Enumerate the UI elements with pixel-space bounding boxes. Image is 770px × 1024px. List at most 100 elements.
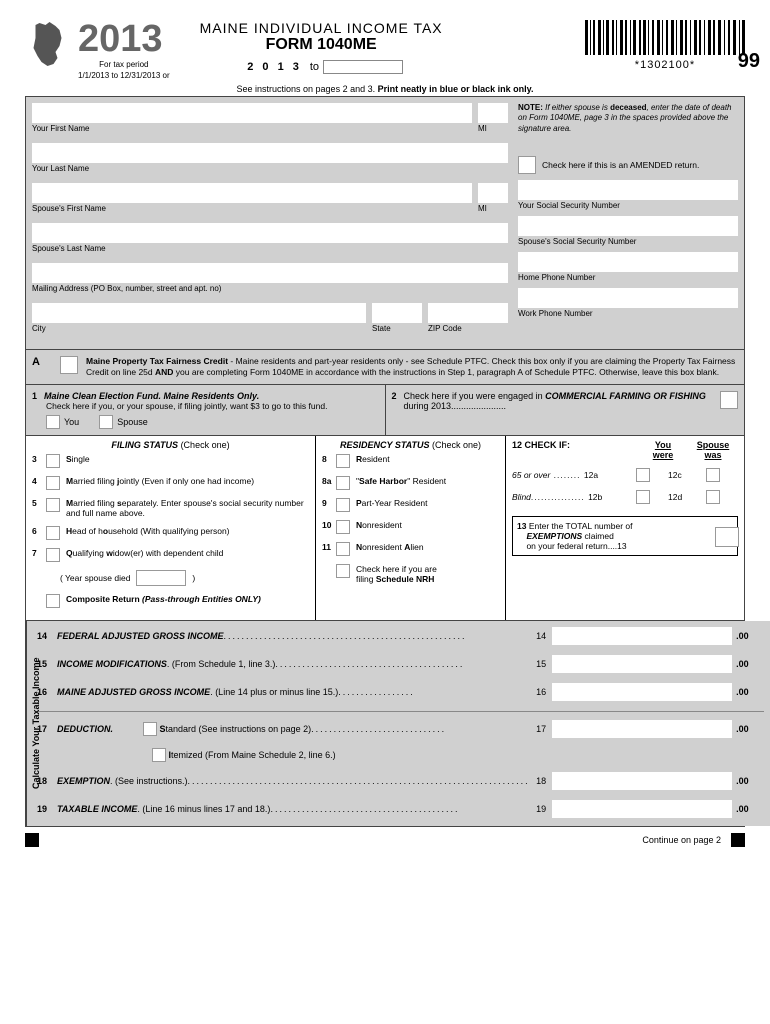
qw-checkbox[interactable] <box>46 548 60 562</box>
you-hdr: You <box>655 440 671 450</box>
19-l: TAXABLE INCOME <box>57 804 137 814</box>
opt4-t: arried filing <box>73 476 117 486</box>
12b-n: 12b <box>588 492 602 502</box>
rotate-text: Calculate Your Taxable Income <box>31 669 41 789</box>
resident-checkbox[interactable] <box>336 454 350 468</box>
15-amount-input[interactable] <box>552 655 732 673</box>
17-cents: .00 <box>736 724 764 734</box>
box2-bold: COMMERCIAL FARMING OR FISHING <box>545 391 706 401</box>
14-amount-input[interactable] <box>552 627 732 645</box>
residency-column: RESIDENCY STATUS (Check one) 8Resident 8… <box>316 436 506 620</box>
19-l2: . (Line 16 minus lines 17 and 18.) <box>137 804 270 814</box>
tax-period-dates: 1/1/2013 to 12/31/2013 or <box>78 71 170 80</box>
spouse-last-input[interactable] <box>32 223 508 243</box>
safeharbor-checkbox[interactable] <box>336 476 350 490</box>
composite-b: Composite Return <box>66 594 142 604</box>
state-input[interactable] <box>372 303 422 323</box>
12c-n: 12c <box>668 470 688 480</box>
status-row: FILING STATUS (Check one) 3Single 4Marri… <box>25 436 745 621</box>
work-phone-input[interactable] <box>518 288 738 308</box>
spouse-mi-label: MI <box>478 204 508 213</box>
amended-checkbox[interactable] <box>518 156 536 174</box>
12a-checkbox[interactable] <box>636 468 650 482</box>
19-cents: .00 <box>736 804 764 814</box>
13-t2: EXEMPTIONS <box>526 531 582 541</box>
box2-dots: ...................... <box>451 401 506 411</box>
zip-input[interactable] <box>428 303 508 323</box>
13-t1: Enter the TOTAL number of <box>529 521 633 531</box>
ptfc-checkbox[interactable] <box>60 356 78 374</box>
spouse-first-input[interactable] <box>32 183 472 203</box>
filing-status-column: FILING STATUS (Check one) 3Single 4Marri… <box>26 436 316 620</box>
r9-t: art-Year Resident <box>362 498 428 508</box>
18-l2: . (See instructions.) <box>110 776 188 786</box>
15-cents: .00 <box>736 659 764 669</box>
black-square-left-icon <box>25 833 39 847</box>
date-to-input[interactable] <box>323 60 403 74</box>
section-a: A Maine Property Tax Fairness Credit - M… <box>25 350 745 385</box>
17-i2: temized (From Maine Schedule 2, line 6.) <box>171 750 336 760</box>
clean-election-you-checkbox[interactable] <box>46 415 60 429</box>
18-amount-input[interactable] <box>552 772 732 790</box>
clean-election-spouse-checkbox[interactable] <box>99 415 113 429</box>
first-name-input[interactable] <box>32 103 472 123</box>
mi-input[interactable] <box>478 103 508 123</box>
16-amount-input[interactable] <box>552 683 732 701</box>
12b-checkbox[interactable] <box>636 490 650 504</box>
ssn-input[interactable] <box>518 180 738 200</box>
r10-t: onresident <box>362 520 402 530</box>
filing-sub: (Check one) <box>178 440 230 450</box>
city-input[interactable] <box>32 303 366 323</box>
opt6-n: 6 <box>32 526 46 536</box>
nrh-checkbox[interactable] <box>336 564 350 578</box>
mi-label: MI <box>478 124 508 133</box>
mfj-checkbox[interactable] <box>46 476 60 490</box>
nralien-checkbox[interactable] <box>336 542 350 556</box>
composite-checkbox[interactable] <box>46 594 60 608</box>
name-section: Your First Name MI Your Last Name Spouse… <box>25 96 745 350</box>
65-label: 65 or over <box>512 470 550 480</box>
partyear-checkbox[interactable] <box>336 498 350 512</box>
main-title: MAINE INDIVIDUAL INCOME TAX <box>200 20 443 36</box>
12d-checkbox[interactable] <box>706 490 720 504</box>
mailing-input[interactable] <box>32 263 508 283</box>
19-amount-input[interactable] <box>552 800 732 818</box>
instructions-bold: Print neatly in blue or black ink only. <box>378 84 534 94</box>
last-name-input[interactable] <box>32 143 508 163</box>
13-n: 13 <box>517 521 526 531</box>
tax-period-label: For tax period <box>78 60 170 69</box>
r8-t: esident <box>362 454 389 464</box>
year-block: 2013 For tax period 1/1/2013 to 12/31/20… <box>78 20 170 80</box>
spouse-mi-input[interactable] <box>478 183 508 203</box>
hoh-checkbox[interactable] <box>46 526 60 540</box>
12c-checkbox[interactable] <box>706 468 720 482</box>
19-n: 19 <box>37 804 57 814</box>
single-checkbox[interactable] <box>46 454 60 468</box>
standard-checkbox[interactable] <box>143 722 157 736</box>
box1-title: Maine Clean Election Fund. Maine Residen… <box>44 391 259 401</box>
exemptions-input[interactable] <box>715 527 739 547</box>
home-phone-input[interactable] <box>518 252 738 272</box>
box2-num: 2 <box>392 391 404 401</box>
14-nn: 14 <box>536 631 546 641</box>
barcode-icon <box>585 20 745 57</box>
section-a-and: AND <box>155 367 173 377</box>
opt5-n: 5 <box>32 498 46 508</box>
16-l: MAINE ADJUSTED GROSS INCOME <box>57 687 210 697</box>
nonresident-checkbox[interactable] <box>336 520 350 534</box>
spouse-ssn-input[interactable] <box>518 216 738 236</box>
opt4-t2: ointly (Even if only one had income) <box>119 476 254 486</box>
year-died-input[interactable] <box>136 570 186 586</box>
footer-row: Continue on page 2 <box>25 833 745 847</box>
farming-fishing-checkbox[interactable] <box>720 391 738 409</box>
section-a-bold: Maine Property Tax Fairness Credit <box>86 356 228 366</box>
opt7-t: ualifying <box>73 548 107 558</box>
r8a-b: Safe Harbor <box>359 476 407 486</box>
13-t3: claimed <box>582 531 614 541</box>
mfs-checkbox[interactable] <box>46 498 60 512</box>
itemized-checkbox[interactable] <box>152 748 166 762</box>
barcode-area: *1302100* <box>585 20 745 71</box>
row-1-2: 1Maine Clean Election Fund. Maine Reside… <box>25 385 745 436</box>
r10-n: 10 <box>322 520 336 530</box>
17-amount-input[interactable] <box>552 720 732 738</box>
